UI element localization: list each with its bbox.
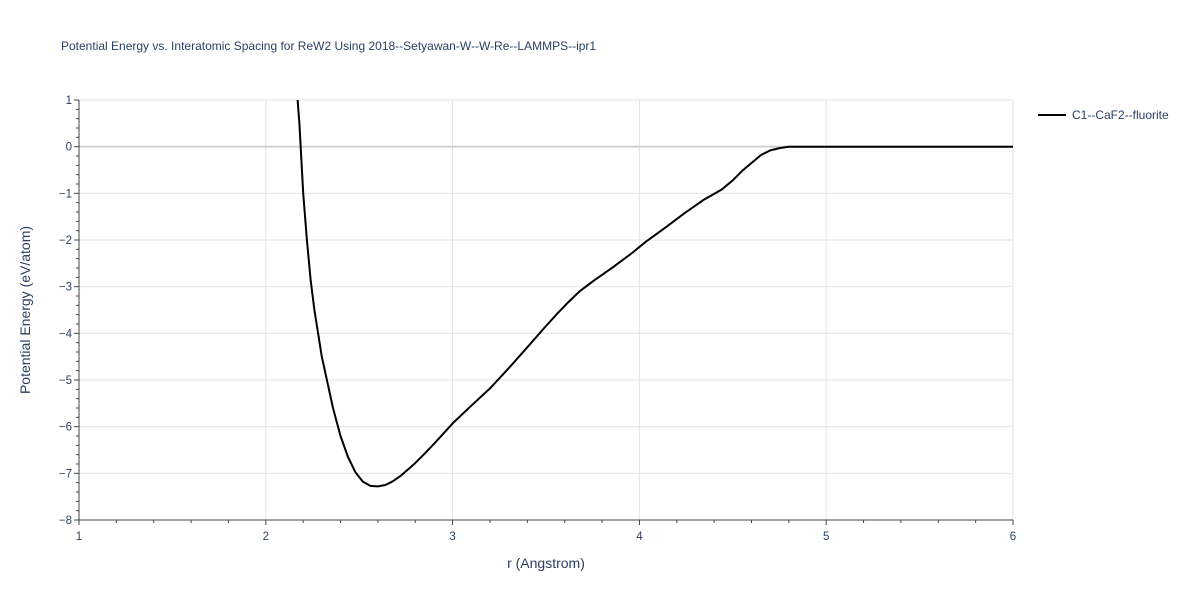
y-tick-label: −4 bbox=[59, 328, 73, 340]
x-tick-label: 1 bbox=[76, 531, 82, 543]
legend[interactable]: C1--CaF2--fluorite bbox=[1038, 108, 1169, 122]
y-tick-label: −7 bbox=[59, 468, 72, 480]
x-tick-label: 3 bbox=[449, 531, 455, 543]
series-layer bbox=[296, 99, 1013, 488]
y-tick-label: −6 bbox=[59, 422, 72, 434]
y-tick-label: −1 bbox=[59, 188, 72, 200]
y-tick-label: −3 bbox=[59, 282, 72, 294]
x-tick-label: 4 bbox=[636, 531, 643, 543]
y-axis-title: Potential Energy (eV/atom) bbox=[17, 226, 33, 394]
y-tick-labels: 1 0 −1 −2 −3 −4 −5 −6 −7 −8 bbox=[59, 95, 73, 527]
y-tick-label: 0 bbox=[66, 142, 72, 154]
y-tick-label: −5 bbox=[59, 375, 72, 387]
x-tick-label: 2 bbox=[263, 531, 269, 543]
legend-label: C1--CaF2--fluorite bbox=[1072, 108, 1169, 122]
chart-title: Potential Energy vs. Interatomic Spacing… bbox=[61, 39, 596, 53]
x-tick-labels: 1 2 3 4 5 6 bbox=[76, 531, 1016, 543]
x-axis-title: r (Angstrom) bbox=[507, 555, 585, 571]
grid bbox=[79, 99, 1014, 520]
series-line bbox=[296, 99, 1013, 488]
x-tick-label: 5 bbox=[823, 531, 829, 543]
y-tick-label: 1 bbox=[66, 95, 72, 107]
axes bbox=[74, 99, 1014, 525]
y-tick-label: −2 bbox=[59, 235, 72, 247]
y-tick-label: −8 bbox=[59, 515, 72, 527]
x-tick-label: 6 bbox=[1010, 531, 1016, 543]
